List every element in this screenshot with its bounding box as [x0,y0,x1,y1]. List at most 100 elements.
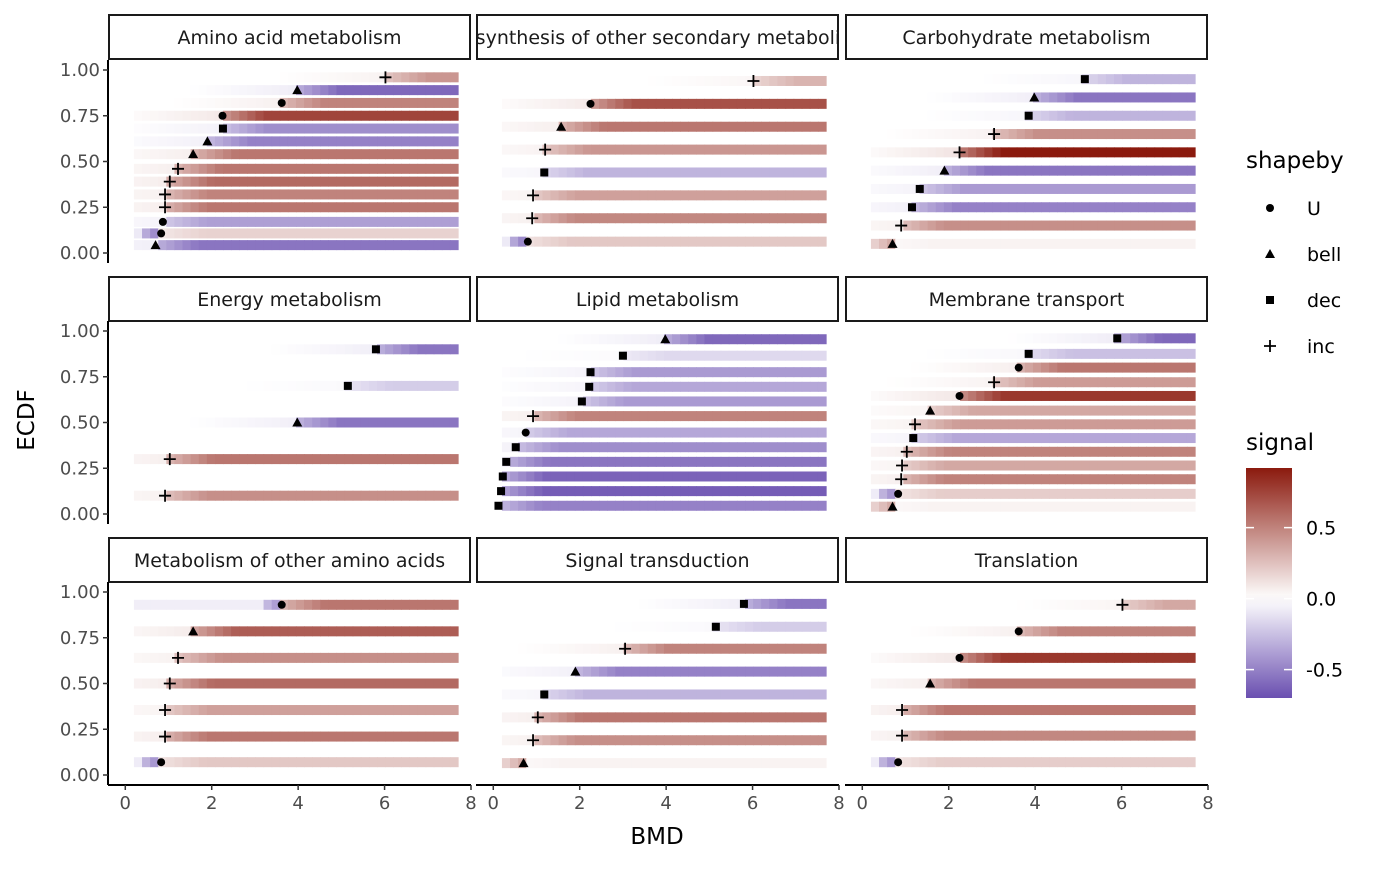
heat-tile [639,367,649,378]
heat-tile [663,98,673,109]
heat-tile [943,474,953,485]
heat-tile [801,643,811,654]
heat-tile [623,213,633,224]
heat-tile [433,97,443,108]
heat-tile [793,411,803,422]
heat-tile [976,705,985,716]
heat-tile [1041,460,1050,471]
heat-tile [1162,390,1172,401]
heat-tile [639,396,649,407]
heat-tile [935,129,945,140]
heat-tile [518,486,527,497]
heat-tile [150,72,159,83]
heat-tile [992,474,1002,485]
heat-tile [526,471,535,482]
heat-tile [785,500,795,511]
heat-tile [720,427,730,438]
heat-tile [817,167,827,178]
heat-tile [441,72,451,83]
heat-tile [911,652,921,663]
heat-tile [239,163,248,174]
heat-tile [336,380,346,391]
heat-tile [1032,202,1042,213]
heat-tile [1049,678,1058,689]
heat-tile [801,236,811,247]
heat-tile [368,652,378,663]
strip-title: Lipid metabolism [576,289,739,311]
heat-tile [769,689,779,700]
heat-tile [550,167,560,178]
heat-tile [704,442,714,453]
heat-tile [1049,757,1058,768]
heat-tile [433,176,443,187]
heat-tile [1146,460,1156,471]
heat-tile [1130,129,1139,140]
heat-tile [870,74,880,85]
heat-tile [206,599,216,610]
heat-tile [1130,730,1139,741]
heat-tile [582,411,592,422]
heat-tile [1041,446,1050,457]
heat-tile [712,456,722,467]
heat-tile [425,97,435,108]
color-legend-label: -0.5 [1306,660,1343,682]
heat-tile [425,189,435,200]
heat-tile [720,758,730,769]
heat-tile [631,471,641,482]
heat-tile [1073,238,1083,249]
heat-tile [1057,390,1066,401]
heat-tile [433,490,443,501]
heat-tile [919,74,929,85]
heat-tile [688,442,697,453]
heat-tile [1008,652,1018,663]
heat-tile [968,446,977,457]
heat-tile [753,381,762,392]
heat-tile [631,621,641,632]
heat-tile [1162,348,1172,359]
heat-tile [712,427,722,438]
heat-tile [566,213,576,224]
heat-tile [247,216,257,227]
heat-tile [887,757,896,768]
heat-tile [231,202,240,213]
heat-tile [745,666,754,677]
heat-tile [133,97,143,108]
heat-tile [1097,599,1107,610]
heat-tile [696,666,706,677]
heat-tile [968,183,977,194]
heat-tile [817,350,827,361]
heat-tile [992,333,1002,344]
heat-tile [417,149,427,160]
heat-tile [360,97,370,108]
heat-tile [879,599,888,610]
ecdf-row [501,758,827,769]
heat-tile [1105,220,1115,231]
heat-tile [1186,238,1196,249]
heat-tile [158,380,167,391]
heat-tile [793,758,803,769]
heat-tile [312,240,321,251]
heat-tile [911,362,921,373]
heat-tile [518,167,527,178]
heat-tile [736,167,746,178]
heat-tile [591,411,600,422]
heat-tile [1122,220,1131,231]
heat-tile [441,176,451,187]
heat-tile [817,334,827,345]
heat-tile [1008,362,1018,373]
heat-tile [712,666,722,677]
heat-tile [919,405,929,416]
heat-tile [943,220,953,231]
heat-tile [198,163,208,174]
heat-tile [142,216,151,227]
heat-tile [239,380,248,391]
heat-tile [1105,705,1115,716]
heat-tile [1154,110,1164,121]
heat-tile [1114,730,1123,741]
heat-tile [943,652,953,663]
marker-inc [619,642,632,655]
heat-tile [368,599,378,610]
heat-tile [198,757,208,768]
heat-tile [927,183,937,194]
heat-tile [992,74,1002,85]
